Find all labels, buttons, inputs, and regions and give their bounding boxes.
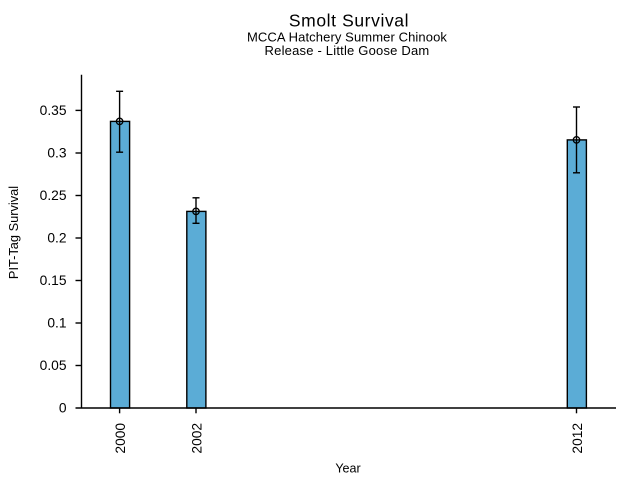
svg-text:MCCA Hatchery Summer Chinook: MCCA Hatchery Summer Chinook xyxy=(247,30,447,45)
svg-text:0: 0 xyxy=(59,401,67,416)
svg-text:0.3: 0.3 xyxy=(47,146,67,161)
svg-text:Smolt Survival: Smolt Survival xyxy=(289,11,409,31)
svg-text:0.25: 0.25 xyxy=(40,188,67,203)
svg-text:0.2: 0.2 xyxy=(47,231,66,246)
svg-text:PIT-Tag Survival: PIT-Tag Survival xyxy=(6,186,21,279)
svg-text:2000: 2000 xyxy=(113,423,128,454)
svg-text:0.35: 0.35 xyxy=(40,103,67,118)
svg-text:0.05: 0.05 xyxy=(40,358,67,373)
svg-text:2002: 2002 xyxy=(189,423,204,454)
svg-text:Year: Year xyxy=(335,462,360,476)
svg-text:Release - Little Goose Dam: Release - Little Goose Dam xyxy=(265,43,430,58)
svg-text:0.15: 0.15 xyxy=(40,273,67,288)
svg-text:2012: 2012 xyxy=(570,423,585,454)
svg-text:0.1: 0.1 xyxy=(47,316,66,331)
